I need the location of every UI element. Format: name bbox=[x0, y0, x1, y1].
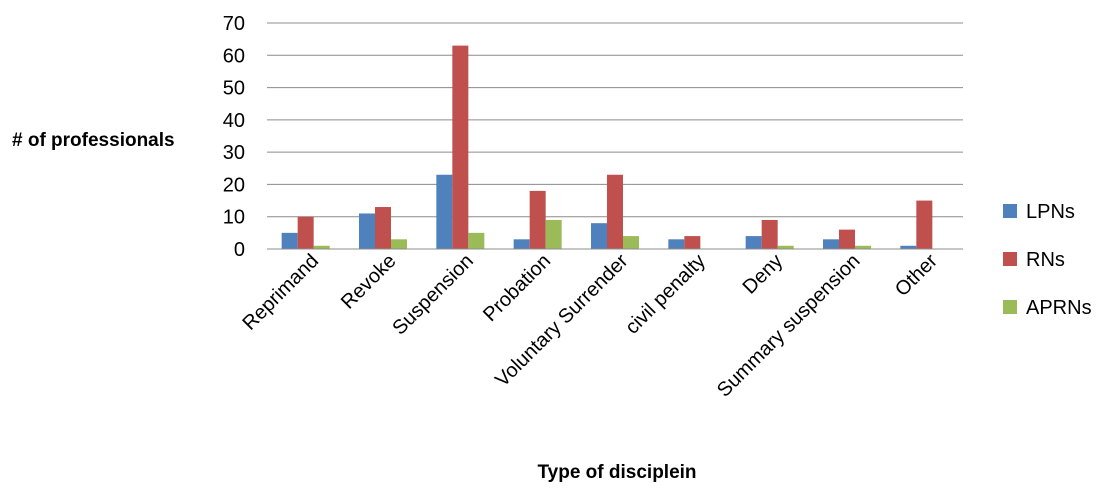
y-axis-title: # of professionals bbox=[12, 130, 175, 151]
x-category-label: Probation bbox=[479, 250, 555, 326]
bar-rns-0 bbox=[297, 216, 314, 249]
bar-aprns-6 bbox=[777, 245, 794, 249]
bar-lpns-6 bbox=[745, 236, 762, 249]
bar-aprns-7 bbox=[855, 245, 871, 249]
bar-rns-3 bbox=[529, 190, 546, 249]
bar-aprns-3 bbox=[545, 219, 562, 249]
bar-rns-8 bbox=[916, 200, 933, 249]
bar-lpns-8 bbox=[900, 245, 917, 249]
x-category-label: Summary suspension bbox=[713, 250, 865, 402]
x-category-label: Voluntary Surrender bbox=[491, 250, 633, 392]
x-category-label: Suspension bbox=[388, 250, 477, 339]
legend-swatch-aprns bbox=[1003, 300, 1017, 314]
bar-rns-2 bbox=[452, 45, 469, 249]
y-tick-labels: 0 10 20 30 40 50 60 70 bbox=[223, 13, 245, 261]
bar-rns-7 bbox=[839, 229, 855, 249]
x-axis-title: Type of disciplein bbox=[537, 462, 696, 483]
x-category-label: Other bbox=[891, 250, 942, 301]
legend-swatch-lpns bbox=[1003, 204, 1017, 218]
legend-swatch-rns bbox=[1003, 252, 1017, 266]
legend-label-lpns: LPNs bbox=[1026, 201, 1075, 223]
bar-lpns-2 bbox=[436, 174, 453, 249]
bar-lpns-3 bbox=[513, 239, 530, 249]
bar-lpns-4 bbox=[591, 223, 607, 249]
x-category-label: Revoke bbox=[337, 250, 401, 314]
y-tick-label: 70 bbox=[223, 13, 245, 35]
x-category-label: Deny bbox=[739, 250, 788, 299]
bar-aprns-4 bbox=[623, 236, 639, 249]
bar-lpns-0 bbox=[281, 232, 298, 249]
bars bbox=[281, 45, 933, 249]
bar-rns-4 bbox=[607, 174, 623, 249]
bar-rns-6 bbox=[761, 219, 778, 249]
gridlines bbox=[267, 22, 963, 218]
bar-rns-5 bbox=[684, 236, 701, 249]
bar-aprns-1 bbox=[391, 239, 407, 249]
legend: LPNs RNs APRNs bbox=[1003, 201, 1092, 319]
y-tick-label: 30 bbox=[223, 142, 245, 164]
y-tick-label: 40 bbox=[223, 110, 245, 132]
y-tick-label: 50 bbox=[223, 78, 245, 100]
bar-lpns-1 bbox=[359, 213, 375, 249]
bar-aprns-2 bbox=[468, 232, 485, 249]
legend-label-aprns: APRNs bbox=[1026, 297, 1092, 319]
bar-lpns-7 bbox=[823, 239, 839, 249]
bar-lpns-5 bbox=[668, 239, 685, 249]
legend-label-rns: RNs bbox=[1026, 249, 1065, 271]
y-tick-label: 20 bbox=[223, 174, 245, 196]
y-tick-label: 0 bbox=[234, 239, 245, 261]
y-tick-label: 10 bbox=[223, 207, 245, 229]
x-category-label: Reprimand bbox=[238, 250, 323, 335]
y-tick-label: 60 bbox=[223, 45, 245, 67]
x-category-label: civil penalty bbox=[621, 250, 710, 339]
bar-aprns-0 bbox=[313, 245, 330, 249]
bar-rns-1 bbox=[375, 207, 391, 249]
